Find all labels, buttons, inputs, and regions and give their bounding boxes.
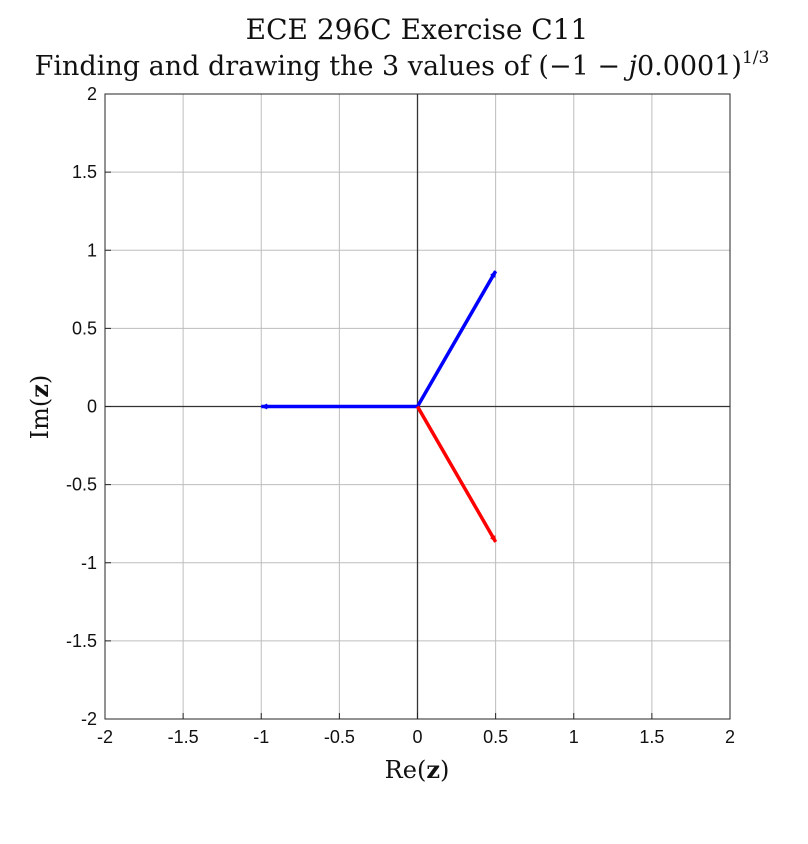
x-tick-label: -0.5 bbox=[324, 727, 355, 747]
y-axis-label: Im(z) bbox=[25, 375, 54, 440]
y-tick-label: 0.5 bbox=[72, 318, 97, 338]
y-tick-label: 1.5 bbox=[72, 162, 97, 182]
y-tick-label: 2 bbox=[87, 84, 97, 104]
y-tick-label: 1 bbox=[87, 240, 97, 260]
x-tick-label: -1.5 bbox=[168, 727, 199, 747]
x-tick-label: 2 bbox=[725, 727, 735, 747]
chart-title-line1: ECE 296C Exercise C11 bbox=[246, 13, 589, 46]
x-axis-label: Re(z) bbox=[385, 755, 450, 784]
title-line2-prefix: Finding and drawing the 3 values of (−1 … bbox=[35, 51, 629, 82]
vector-arrow-2 bbox=[415, 405, 498, 543]
title-line2-mid: 0.0001) bbox=[637, 51, 742, 82]
x-tick-label: -1 bbox=[253, 727, 269, 747]
y-tick-label: -1.5 bbox=[66, 631, 97, 651]
y-tick-label: 0 bbox=[87, 397, 97, 417]
y-tick-label: -2 bbox=[81, 709, 97, 729]
plot-area: -2 -1.5 -1 -0.5 0 0.5 1 1.5 2 2 1.5 1 0.5 0 -0.5 -1 -1.5… bbox=[66, 84, 735, 747]
y-tick-label: -0.5 bbox=[66, 475, 97, 495]
chart-title-line2: Finding and drawing the 3 values of (−1 … bbox=[35, 48, 770, 82]
x-tick-label: 1 bbox=[569, 727, 579, 747]
vector-arrow-0 bbox=[415, 270, 498, 408]
x-tick-label: 0 bbox=[412, 727, 422, 747]
x-tick-label: -2 bbox=[97, 727, 113, 747]
title-line2-exp: 1/3 bbox=[742, 48, 769, 68]
y-tick-label: -1 bbox=[81, 553, 97, 573]
x-tick-label: 0.5 bbox=[483, 727, 508, 747]
x-tick-label: 1.5 bbox=[639, 727, 664, 747]
